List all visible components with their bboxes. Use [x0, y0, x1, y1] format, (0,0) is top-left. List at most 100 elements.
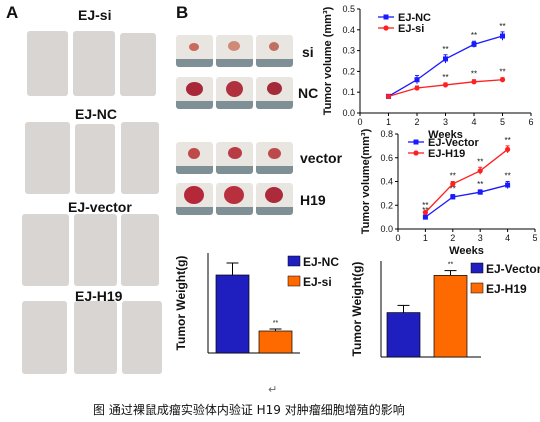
data-point: [385, 93, 392, 99]
y-tick-label: 0.2: [380, 200, 393, 210]
data-point: [471, 41, 477, 47]
significance-mark: **: [504, 136, 510, 145]
tumor-photo: [176, 77, 213, 109]
y-tick-label: 0.4: [342, 25, 355, 35]
significance-mark: **: [471, 70, 477, 79]
legend-label: EJ-Vector: [428, 137, 479, 149]
mouse-photo: [74, 214, 117, 286]
y-tick-label: 0.6: [380, 153, 393, 163]
tumor-row-label-si: si: [302, 44, 314, 60]
data-point: [442, 82, 449, 88]
legend-swatch: [287, 275, 301, 287]
mouse-photo: [75, 124, 115, 194]
mouse-photo: [121, 214, 159, 286]
tumor-row-label-h19: H19: [300, 192, 326, 208]
data-point: [422, 214, 428, 220]
data-point: [414, 85, 420, 91]
data-point: [422, 209, 428, 215]
mouse-photo: [121, 122, 159, 194]
legend-label: EJ-NC: [303, 255, 339, 269]
panel-b-letter: B: [176, 3, 189, 22]
y-tick-label: 0.5: [342, 4, 355, 14]
significance-mark: **: [471, 31, 477, 40]
significance-mark: **: [448, 262, 454, 269]
x-tick-label: 1: [386, 117, 391, 127]
bar: [258, 330, 293, 354]
y-tick-label: 0.0: [380, 224, 393, 234]
tumor-photo: [176, 35, 213, 67]
mouse-photo: [22, 214, 69, 286]
x-tick-label: 1: [423, 233, 428, 243]
y-axis-label: Tumor Weight(g): [174, 256, 188, 351]
mouse-photo: [120, 33, 156, 96]
legend-swatch-marker: [383, 25, 389, 31]
legend-label: EJ-H19: [486, 282, 527, 296]
y-tick-label: 0.1: [342, 87, 355, 97]
panel-a-letter: A: [6, 3, 19, 22]
y-tick-label: 0.2: [342, 66, 355, 76]
legend-swatch-marker: [413, 150, 419, 156]
x-tick-label: 2: [450, 233, 455, 243]
group-label-ej-si: EJ-si: [78, 7, 112, 23]
mouse-photo: [122, 301, 162, 374]
data-point: [500, 33, 505, 39]
x-tick-label: 3: [478, 233, 483, 243]
tumor-row-label-vector: vector: [300, 150, 343, 166]
y-tick-label: 0.4: [380, 177, 393, 187]
tumor-photo: [256, 77, 293, 109]
data-point: [505, 146, 511, 153]
tumor-photo: [176, 183, 213, 215]
legend-label: EJ-si: [398, 23, 424, 35]
x-axis-label: Weeks: [428, 129, 463, 141]
data-point: [414, 77, 420, 83]
series-line: [425, 184, 508, 218]
data-point: [477, 189, 483, 195]
significance-mark: **: [477, 157, 483, 166]
data-point: [505, 182, 511, 188]
data-point: [477, 168, 483, 174]
significance-mark: **: [499, 68, 505, 77]
data-point: [499, 77, 506, 83]
significance-mark: **: [499, 22, 505, 31]
x-tick-label: 0: [357, 117, 362, 127]
legend-swatch-marker: [413, 139, 419, 145]
tumor-photo: [256, 35, 293, 67]
tumor-photo: [216, 183, 253, 215]
tumor-photo: [216, 35, 253, 67]
group-label-ej-vector: EJ-vector: [68, 199, 132, 215]
y-axis-label: Tumor volume (mm³): [322, 6, 334, 115]
significance-mark: **: [422, 201, 428, 210]
data-point: [450, 194, 456, 200]
significance-mark: **: [450, 172, 456, 181]
bar: [433, 275, 468, 358]
bar: [215, 274, 250, 354]
legend-swatch: [287, 255, 301, 267]
return-mark: ↵: [268, 384, 278, 396]
tumor-photo: [256, 142, 293, 174]
data-point: [443, 56, 448, 62]
significance-mark: **: [442, 45, 448, 54]
mouse-photo: [74, 301, 117, 374]
legend-swatch-marker: [383, 14, 389, 20]
tumor-photo: [216, 142, 253, 174]
tumor-row-label-nc: NC: [298, 85, 319, 101]
mouse-photo: [22, 301, 67, 374]
legend-label: EJ-NC: [398, 12, 431, 24]
significance-mark: **: [450, 185, 456, 194]
tumor-photo: [256, 183, 293, 215]
series-line: [424, 148, 508, 213]
x-tick-label: 3: [443, 117, 448, 127]
x-tick-label: 0: [395, 233, 400, 243]
y-axis-label: Tumor Weight(g): [350, 262, 364, 357]
legend-label: EJ-si: [303, 275, 332, 289]
bar: [386, 312, 421, 358]
group-label-ej-h19: EJ-H19: [75, 288, 123, 304]
x-axis-label: Weeks: [449, 245, 484, 257]
y-tick-label: 0.3: [342, 46, 355, 56]
y-tick-label: 0.0: [342, 108, 355, 118]
legend-swatch: [470, 262, 484, 274]
series-line: [388, 79, 503, 97]
significance-mark: **: [504, 172, 510, 181]
x-tick-label: 5: [532, 233, 537, 243]
